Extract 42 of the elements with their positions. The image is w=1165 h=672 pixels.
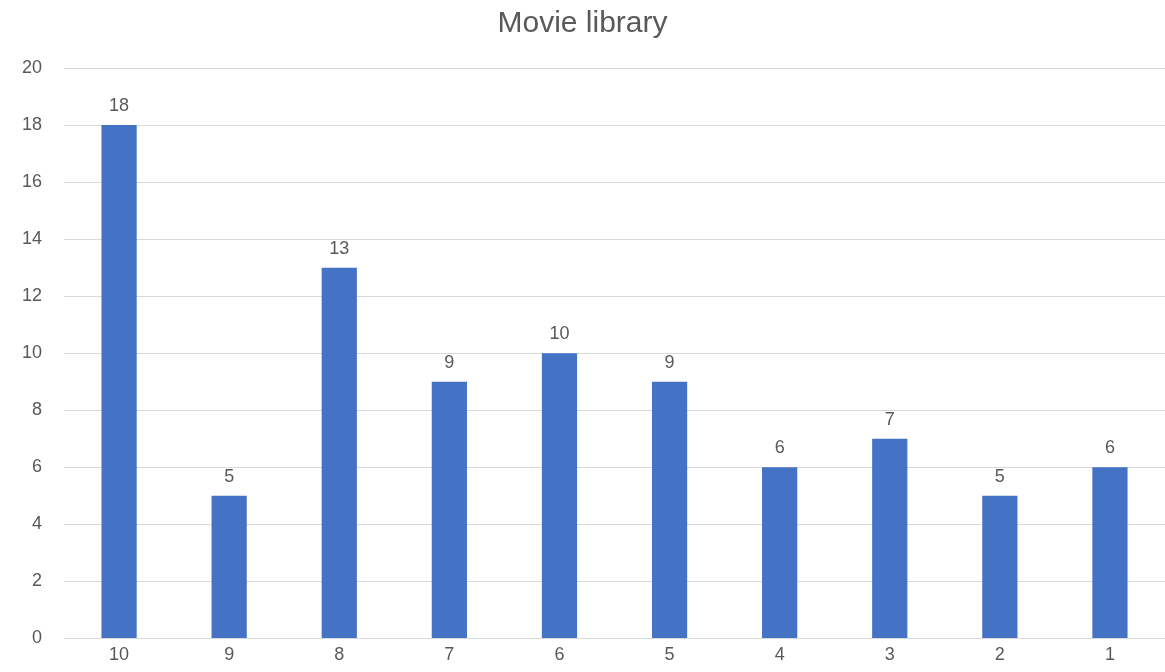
data-label: 9 (444, 351, 455, 372)
bar (762, 467, 798, 638)
bar (211, 495, 247, 638)
y-tick-label: 10 (21, 342, 43, 363)
data-label: 13 (329, 237, 350, 258)
x-tick-label: 3 (884, 644, 895, 665)
y-tick-label: 14 (21, 228, 43, 249)
data-label: 5 (224, 465, 235, 486)
x-tick-label: 2 (994, 644, 1005, 665)
bar (101, 125, 137, 638)
data-label: 10 (549, 323, 570, 344)
bar (431, 381, 467, 638)
y-tick-label: 12 (21, 285, 43, 306)
bar (1092, 467, 1128, 638)
x-tick-label: 5 (664, 644, 675, 665)
y-tick-label: 2 (32, 570, 43, 591)
data-label: 5 (994, 465, 1005, 486)
x-tick-label: 8 (334, 644, 345, 665)
x-tick-label: 9 (224, 644, 235, 665)
y-tick-label: 6 (32, 456, 43, 477)
data-label: 18 (109, 95, 130, 116)
bar (541, 353, 578, 638)
data-label: 6 (1104, 437, 1115, 458)
y-tick-label: 4 (32, 513, 43, 534)
bar (872, 438, 908, 638)
x-tick-label: 4 (774, 644, 785, 665)
chart-title: Movie library (497, 5, 668, 39)
y-tick-label: 8 (32, 399, 43, 420)
x-tick-label: 10 (109, 644, 130, 665)
y-tick-label: 0 (32, 627, 43, 648)
y-tick-label: 16 (21, 171, 43, 192)
bar (982, 495, 1018, 638)
bar (651, 381, 688, 638)
y-tick-label: 18 (21, 114, 43, 135)
x-tick-label: 1 (1104, 644, 1115, 665)
data-label: 6 (774, 437, 785, 458)
x-tick-label: 6 (554, 644, 565, 665)
data-label: 9 (664, 351, 675, 372)
data-label: 7 (884, 408, 895, 429)
bar (321, 267, 357, 638)
y-tick-label: 20 (21, 56, 43, 77)
x-tick-label: 7 (444, 644, 455, 665)
